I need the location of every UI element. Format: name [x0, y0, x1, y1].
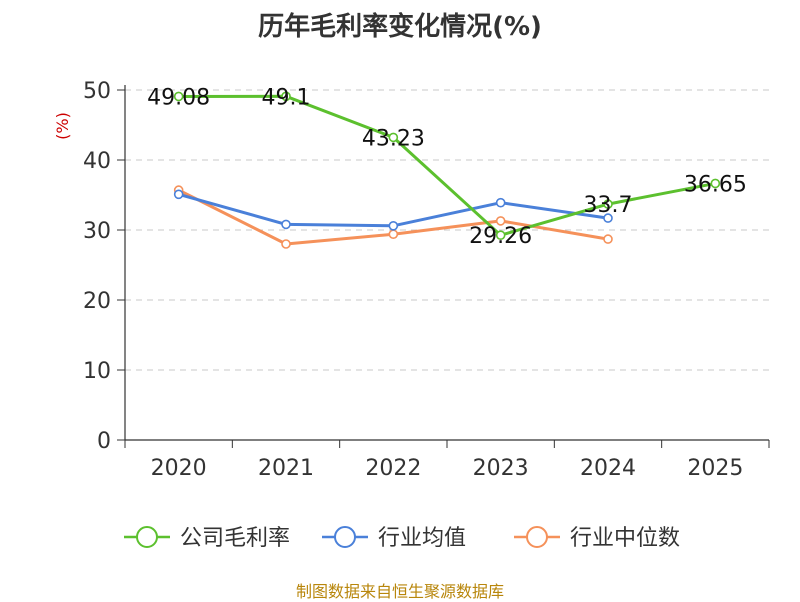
x-tick-label: 2025 — [687, 456, 743, 481]
data-point — [281, 91, 291, 102]
series-line — [178, 94, 716, 237]
data-point — [495, 230, 506, 240]
x-tick-label: 2024 — [580, 456, 636, 481]
data-point — [495, 216, 506, 226]
y-axis-label: (%) — [53, 112, 72, 140]
data-label: 36.65 — [684, 172, 747, 197]
legend-swatch-marker — [136, 526, 158, 548]
data-point — [173, 91, 184, 102]
legend-swatch-marker — [526, 526, 548, 548]
y-tick-label: 50 — [83, 79, 111, 104]
data-point — [388, 221, 399, 231]
data-label: 29.26 — [469, 224, 532, 249]
data-point — [603, 213, 613, 223]
data-label: 49.08 — [147, 85, 210, 110]
data-point — [603, 199, 613, 209]
data-point — [603, 234, 613, 244]
legend-label: 行业均值 — [378, 526, 466, 551]
legend-swatch-marker — [334, 526, 356, 548]
y-tick-label: 20 — [83, 289, 111, 314]
data-point — [495, 197, 506, 208]
y-tick-label: 10 — [83, 359, 111, 384]
data-point — [173, 189, 184, 200]
legend-label: 公司毛利率 — [180, 526, 290, 551]
x-tick-label: 2021 — [258, 456, 314, 481]
y-tick-label: 0 — [97, 429, 111, 454]
x-tick-label: 2023 — [473, 456, 529, 481]
x-tick-label: 2020 — [151, 456, 207, 481]
data-point — [388, 229, 399, 239]
data-point — [281, 219, 291, 230]
source-note: 制图数据来自恒生聚源数据库 — [295, 582, 504, 601]
data-point — [281, 239, 291, 249]
y-tick-label: 40 — [83, 149, 111, 174]
legend-label: 行业中位数 — [570, 526, 680, 551]
y-tick-label: 30 — [83, 219, 111, 244]
x-tick-label: 2022 — [365, 456, 421, 481]
data-point — [388, 132, 399, 143]
chart-title: 历年毛利率变化情况(%) — [258, 12, 542, 42]
data-label: 33.7 — [584, 193, 633, 218]
data-label: 43.23 — [362, 126, 425, 151]
data-label: 49.1 — [262, 85, 311, 110]
data-point — [710, 178, 721, 189]
